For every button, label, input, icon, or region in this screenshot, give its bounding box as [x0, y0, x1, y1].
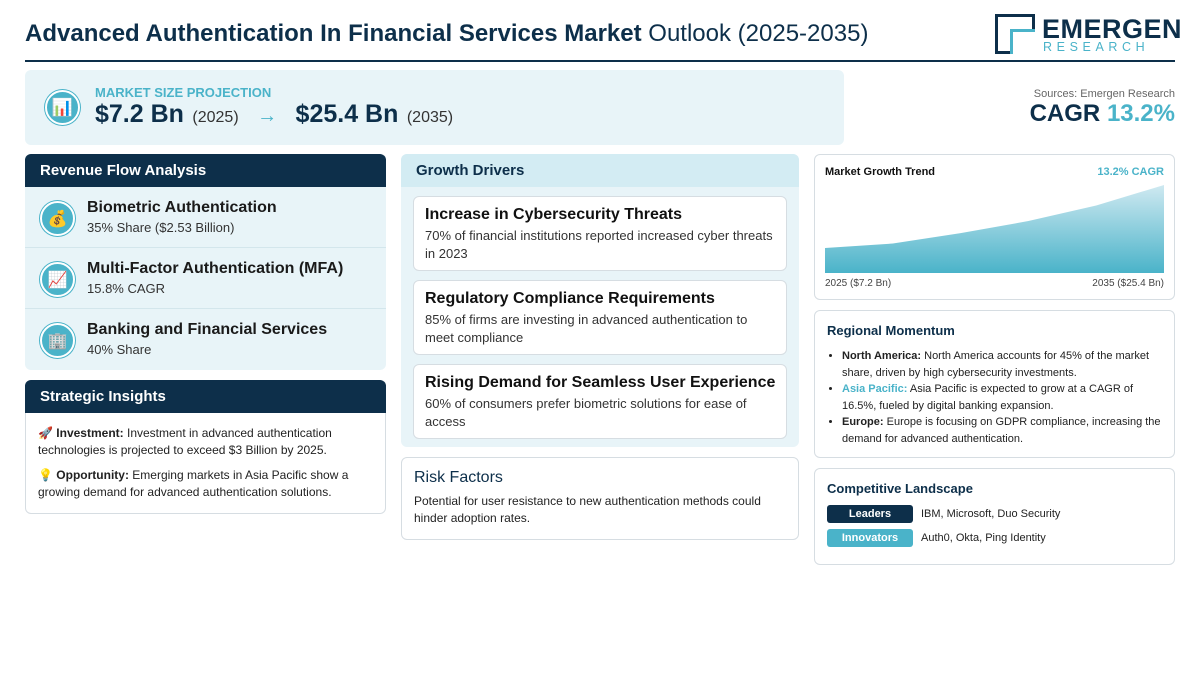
sources-note: Sources: Emergen Research — [1033, 88, 1175, 100]
region-item: Europe: Europe is focusing on GDPR compl… — [842, 414, 1162, 447]
projection-start-value: $7.2 Bn — [95, 100, 184, 128]
driver-card: Increase in Cybersecurity Threats 70% of… — [413, 196, 787, 271]
trend-heading: Market Growth Trend — [825, 166, 936, 178]
regional-momentum-panel: Regional Momentum North America: North A… — [814, 310, 1175, 458]
strategic-insights-panel: Strategic Insights 🚀 Investment: Investm… — [25, 380, 386, 514]
cagr-label: CAGR — [1029, 100, 1101, 127]
insight-label: Opportunity: — [56, 468, 129, 482]
revenue-item: 💰 Biometric Authentication 35% Share ($2… — [25, 187, 386, 248]
insight-text: Emerging markets in Asia Pacific show a … — [38, 468, 349, 499]
driver-card: Rising Demand for Seamless User Experien… — [413, 364, 787, 439]
emergen-logo: EMERGEN RESEARCH — [995, 14, 1182, 56]
projection-values: $7.2 Bn (2025) → $25.4 Bn (2035) — [95, 100, 453, 129]
revenue-item-sub: 15.8% CAGR — [87, 281, 166, 296]
region-text: North America accounts for 45% of the ma… — [842, 350, 1150, 379]
competitor-row: Leaders IBM, Microsoft, Duo Security — [827, 505, 1060, 523]
page-title: Advanced Authentication In Financial Ser… — [25, 20, 868, 48]
revenue-item-sub: 35% Share ($2.53 Billion) — [87, 220, 235, 235]
lightbulb-icon: 💡 — [38, 468, 53, 482]
projection-end-value: $25.4 Bn — [295, 100, 399, 128]
strategic-insights-heading: Strategic Insights — [25, 380, 386, 413]
innovators-badge: Innovators — [827, 529, 913, 547]
regional-momentum-heading: Regional Momentum — [827, 323, 955, 338]
growth-drivers-heading: Growth Drivers — [401, 154, 799, 187]
money-bag-icon: 💰 — [40, 201, 75, 236]
trend-end-label: 2035 ($25.4 Bn) — [1092, 278, 1164, 289]
regional-list: North America: North America accounts fo… — [827, 348, 1162, 447]
logo-name: EMERGEN — [1042, 14, 1183, 44]
driver-title: Regulatory Compliance Requirements — [425, 290, 715, 307]
competitive-landscape-heading: Competitive Landscape — [827, 481, 973, 496]
driver-title: Rising Demand for Seamless User Experien… — [425, 374, 776, 391]
driver-text: 70% of financial institutions reported i… — [425, 228, 773, 261]
revenue-item-title: Biometric Authentication — [87, 199, 277, 216]
arrow-right-icon: → — [257, 105, 278, 127]
competitor-row: Innovators Auth0, Okta, Ping Identity — [827, 529, 1046, 547]
competitive-landscape-panel: Competitive Landscape Leaders IBM, Micros… — [814, 468, 1175, 565]
growth-drivers-panel: Growth Drivers Increase in Cybersecurity… — [401, 154, 799, 447]
logo-subtitle: RESEARCH — [1043, 40, 1150, 54]
insight-label: Investment: — [56, 426, 124, 440]
projection-end-year: (2035) — [406, 109, 454, 126]
page-title-suffix: Outlook (2025-2035) — [641, 20, 869, 47]
projection-start-year: (2025) — [192, 109, 239, 126]
region-label: Asia Pacific: — [842, 383, 908, 395]
trend-area-chart — [825, 185, 1164, 273]
risk-factors-panel: Risk Factors Potential for user resistan… — [401, 457, 799, 540]
trend-start-label: 2025 ($7.2 Bn) — [825, 278, 892, 289]
region-label: North America: — [842, 350, 922, 362]
trend-chart-icon: 📈 — [40, 262, 75, 297]
driver-card: Regulatory Compliance Requirements 85% o… — [413, 280, 787, 355]
region-label: Europe: — [842, 416, 884, 428]
cagr-value: 13.2% — [1106, 100, 1175, 127]
driver-title: Increase in Cybersecurity Threats — [425, 206, 683, 223]
revenue-item: 📈 Multi-Factor Authentication (MFA) 15.8… — [25, 248, 386, 309]
driver-text: 60% of consumers prefer biometric soluti… — [425, 396, 747, 429]
competitor-names: Auth0, Okta, Ping Identity — [921, 532, 1046, 544]
risk-factors-text: Potential for user resistance to new aut… — [414, 494, 761, 525]
page-title-main: Advanced Authentication In Financial Ser… — [25, 20, 642, 47]
projection-label: MARKET SIZE PROJECTION — [95, 85, 272, 100]
insight-item: 🚀 Investment: Investment in advanced aut… — [26, 425, 385, 459]
risk-factors-heading: Risk Factors — [414, 469, 503, 486]
insight-text: Investment in advanced authentication te… — [38, 426, 332, 457]
region-item: Asia Pacific: Asia Pacific is expected t… — [842, 381, 1162, 414]
region-item: North America: North America accounts fo… — [842, 348, 1162, 381]
region-text: Europe is focusing on GDPR compliance, i… — [842, 416, 1161, 445]
revenue-item-title: Multi-Factor Authentication (MFA) — [87, 260, 344, 277]
leaders-badge: Leaders — [827, 505, 913, 523]
bank-icon: 🏢 — [40, 323, 75, 358]
competitor-names: IBM, Microsoft, Duo Security — [921, 508, 1061, 520]
trend-cagr: 13.2% CAGR — [1097, 166, 1164, 178]
market-growth-trend-panel: Market Growth Trend 13.2% CAGR 2025 ($7.… — [814, 154, 1175, 300]
logo-mark-icon — [995, 14, 1035, 54]
driver-text: 85% of firms are investing in advanced a… — [425, 312, 748, 345]
cagr-summary: CAGR 13.2% — [1030, 100, 1175, 128]
insight-item: 💡 Opportunity: Emerging markets in Asia … — [26, 467, 385, 501]
revenue-item-title: Banking and Financial Services — [87, 321, 328, 338]
rocket-icon: 🚀 — [38, 426, 53, 440]
bar-chart-icon: 📊 — [45, 90, 80, 125]
revenue-item: 🏢 Banking and Financial Services 40% Sha… — [25, 309, 386, 370]
growth-area-series — [825, 185, 1164, 273]
region-text: Asia Pacific is expected to grow at a CA… — [842, 383, 1134, 412]
revenue-item-sub: 40% Share — [87, 342, 152, 357]
market-size-projection: 📊 MARKET SIZE PROJECTION $7.2 Bn (2025) … — [25, 70, 844, 145]
revenue-flow-heading: Revenue Flow Analysis — [25, 154, 386, 187]
title-divider — [25, 60, 1175, 62]
revenue-flow-panel: Revenue Flow Analysis 💰 Biometric Authen… — [25, 154, 386, 370]
